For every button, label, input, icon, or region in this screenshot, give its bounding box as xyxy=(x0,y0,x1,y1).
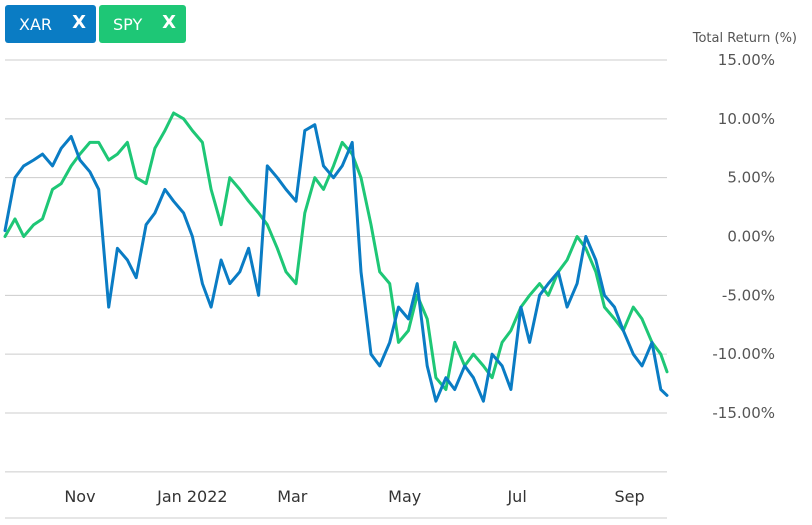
series-line-xar xyxy=(3,123,669,403)
series-lines xyxy=(3,111,669,403)
x-tick-label: Sep xyxy=(614,487,644,506)
x-tick-label: Jul xyxy=(506,487,526,506)
y-tick-label: -15.00% xyxy=(712,404,775,422)
y-tick-label: -5.00% xyxy=(722,286,775,304)
legend-chip-xar-label: XAR xyxy=(19,14,53,34)
legend-chip-spy-label: SPY xyxy=(113,14,143,34)
grid-lines xyxy=(5,59,667,414)
series-line-spy xyxy=(3,111,669,391)
legend-chip-xar[interactable]: XAR X xyxy=(5,5,96,43)
x-axis: Nov Jan 2022 Mar May Jul Sep xyxy=(5,471,667,519)
y-tick-label: 10.00% xyxy=(718,110,775,128)
y-tick-label: 0.00% xyxy=(727,228,775,246)
x-tick-label: Mar xyxy=(277,487,308,506)
remove-xar-icon[interactable]: X xyxy=(72,12,86,33)
y-tick-label: 5.00% xyxy=(727,169,775,187)
remove-spy-icon[interactable]: X xyxy=(162,12,176,33)
x-tick-label: May xyxy=(388,487,421,506)
y-tick-label: 15.00% xyxy=(718,51,775,69)
x-tick-label: Jan 2022 xyxy=(156,487,227,506)
y-axis: 15.00% 10.00% 5.00% 0.00% -5.00% -10.00% -15.0… xyxy=(712,51,775,422)
legend-chip-spy[interactable]: SPY X xyxy=(99,5,186,43)
x-tick-label: Nov xyxy=(64,487,95,506)
y-tick-label: -10.00% xyxy=(712,345,775,363)
y-axis-title: Total Return (%) xyxy=(692,31,797,46)
